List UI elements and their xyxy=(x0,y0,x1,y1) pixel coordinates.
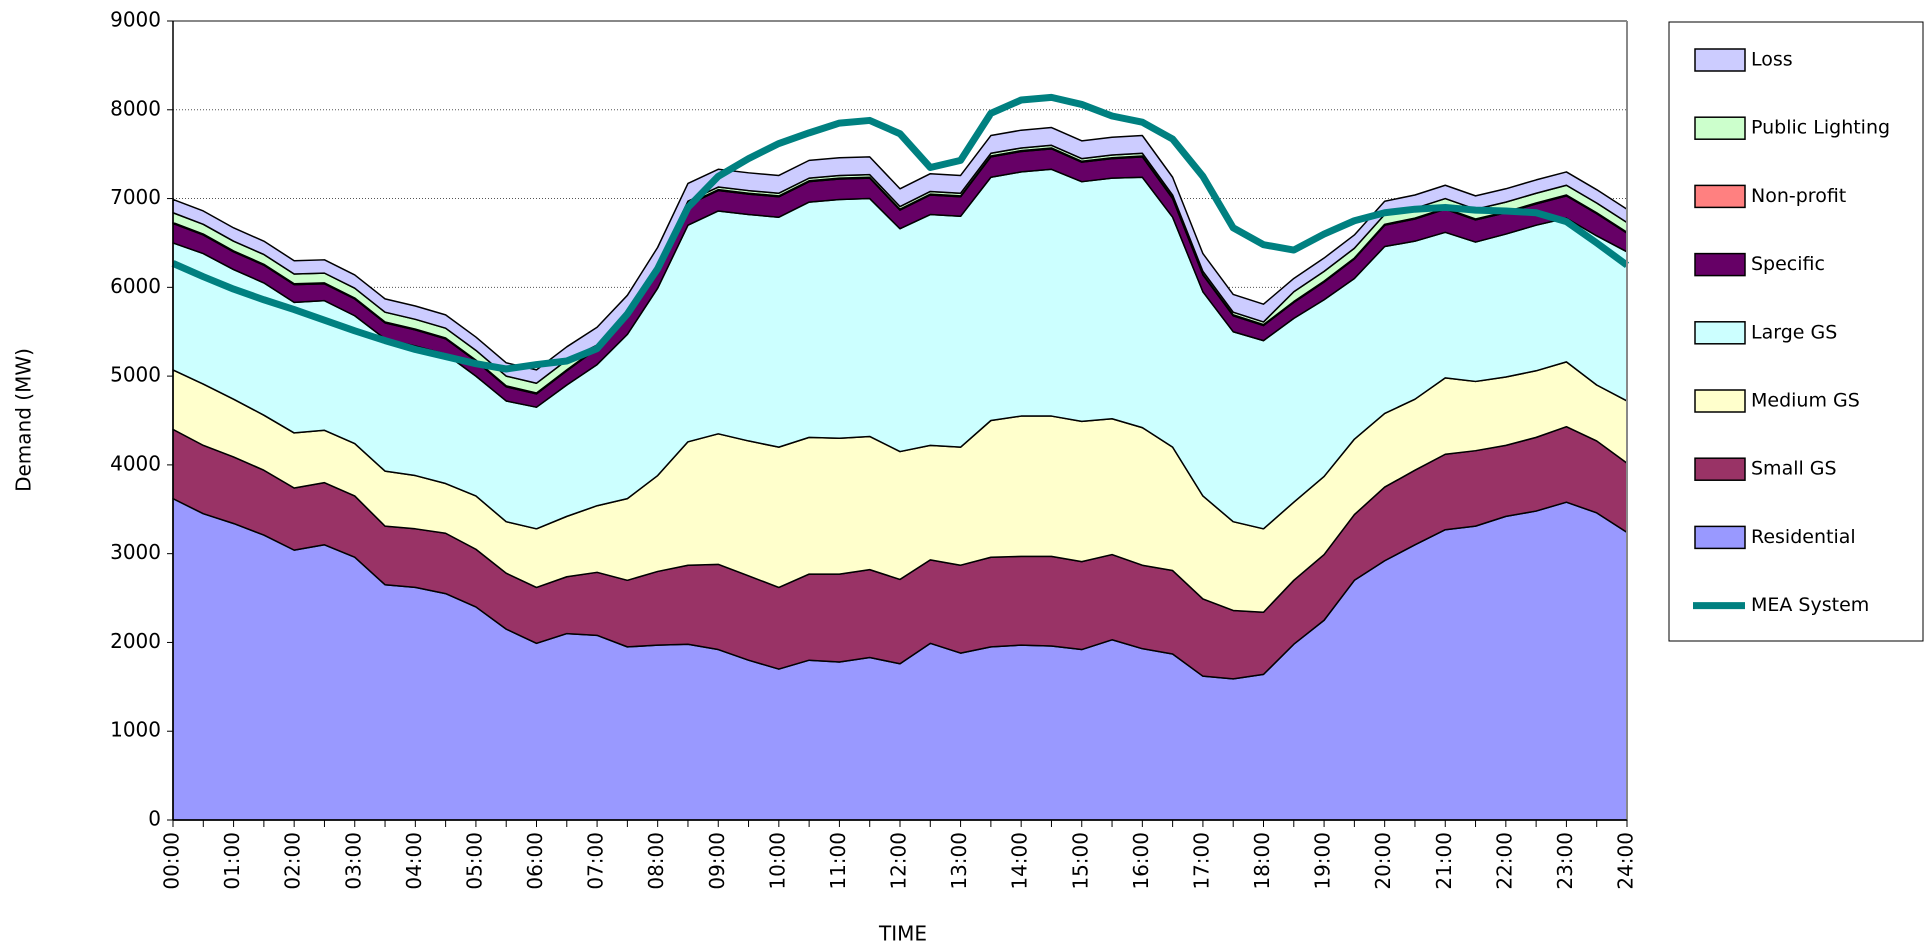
x-tick-label: 01:00 xyxy=(220,832,244,890)
x-tick-label: 07:00 xyxy=(584,832,608,890)
legend-swatch xyxy=(1694,48,1746,72)
legend-swatch xyxy=(1694,389,1746,413)
legend-label: Small GS xyxy=(1751,458,1837,480)
x-tick-label: 18:00 xyxy=(1250,832,1274,890)
legend-label: Specific xyxy=(1751,253,1825,275)
legend-label: Public Lighting xyxy=(1751,117,1890,139)
x-tick-label: 13:00 xyxy=(947,832,971,890)
x-tick-label: 08:00 xyxy=(644,832,668,890)
line xyxy=(171,93,1630,373)
legend-label: Medium GS xyxy=(1751,390,1860,412)
x-tick-label: 21:00 xyxy=(1432,832,1456,890)
legend-swatch xyxy=(1694,252,1746,277)
legend-swatch xyxy=(1694,116,1746,140)
x-tick-label: 09:00 xyxy=(705,832,729,890)
y-tick-label: 8000 xyxy=(110,96,161,120)
x-tick-label: 04:00 xyxy=(402,832,426,890)
legend-swatch xyxy=(1694,321,1746,345)
x-tick-label: 00:00 xyxy=(160,832,184,890)
x-tick-label: 23:00 xyxy=(1553,832,1577,890)
x-tick-label: 06:00 xyxy=(523,832,547,890)
legend-swatch xyxy=(1694,184,1746,209)
legend-label: Large GS xyxy=(1751,321,1837,343)
legend-label: Non-profit xyxy=(1751,185,1846,207)
x-tick-label: 22:00 xyxy=(1492,832,1516,890)
x-tick-label: 17:00 xyxy=(1189,832,1213,890)
y-tick-label: 0 xyxy=(148,807,161,831)
x-tick-label: 12:00 xyxy=(887,832,911,890)
x-tick-label: 10:00 xyxy=(765,832,789,890)
y-tick-label: 9000 xyxy=(110,8,161,32)
y-tick-label: 7000 xyxy=(110,185,161,209)
y-tick-label: 5000 xyxy=(110,363,161,387)
x-tick-label: 14:00 xyxy=(1008,832,1032,890)
y-tick-label: 2000 xyxy=(110,629,161,653)
legend-label: MEA System xyxy=(1751,594,1869,616)
x-tick-label: 02:00 xyxy=(281,832,305,890)
legend-swatch xyxy=(1694,525,1746,550)
y-axis-title: Demand (MW) xyxy=(12,348,36,492)
x-tick-label: 15:00 xyxy=(1068,832,1092,890)
y-tick-label: 3000 xyxy=(110,540,161,564)
legend-swatch xyxy=(1694,457,1746,481)
x-tick-label: 19:00 xyxy=(1311,832,1335,890)
y-tick-label: 1000 xyxy=(110,718,161,742)
x-tick-label: 05:00 xyxy=(462,832,486,890)
x-tick-label: 20:00 xyxy=(1371,832,1395,890)
x-tick-label: 11:00 xyxy=(826,832,850,890)
y-tick-label: 6000 xyxy=(110,274,161,298)
legend-label: Residential xyxy=(1751,526,1856,548)
x-axis-title: TIME xyxy=(878,922,927,946)
x-tick-label: 16:00 xyxy=(1129,832,1153,890)
x-tick-label: 03:00 xyxy=(341,832,365,890)
legend-label: Loss xyxy=(1751,49,1793,71)
y-tick-label: 4000 xyxy=(110,451,161,475)
x-tick-label: 24:00 xyxy=(1614,832,1638,890)
